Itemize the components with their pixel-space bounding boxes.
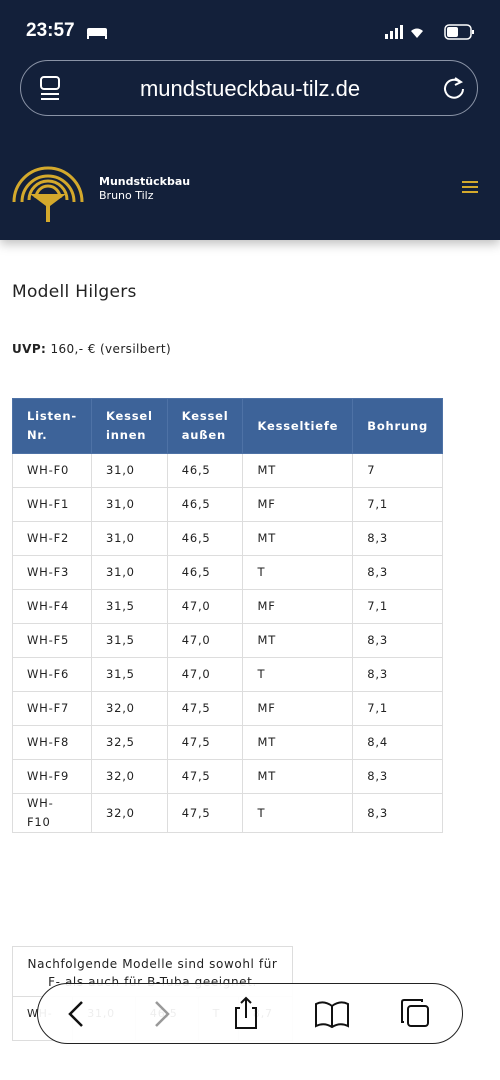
table-cell: 8,3 [352, 555, 444, 590]
table-cell: WH-F8 [12, 725, 92, 760]
table-cell: MT [242, 453, 354, 488]
table-cell: WH-F4 [12, 589, 92, 624]
column-header: Kessel außen [166, 398, 244, 454]
table-header: Listen-Nr. Kessel innen Kessel außen Kessel… [12, 398, 444, 454]
table-cell: 31,5 [90, 623, 168, 658]
model-table: Listen-Nr. Kessel innen Kessel außen Kessel… [12, 398, 444, 833]
table-cell: 32,0 [90, 793, 168, 833]
table-cell: 8,3 [352, 793, 444, 833]
address-bar[interactable] [20, 60, 478, 116]
table-cell: WH-F0 [12, 453, 92, 488]
table-cell: 47,5 [166, 759, 244, 794]
table-row: WH-F3 31,0 46,5 T 8,3 [12, 555, 444, 590]
table-cell: 8,3 [352, 759, 444, 794]
tabs-button[interactable] [401, 999, 429, 1027]
table-cell: 46,5 [166, 521, 244, 556]
table-cell: MT [242, 623, 354, 658]
table-cell: MT [242, 521, 354, 556]
table-cell: 47,5 [166, 691, 244, 726]
table-cell: 32,5 [90, 725, 168, 760]
table-cell: 31,5 [90, 589, 168, 624]
table-cell: 8,3 [352, 623, 444, 658]
url[interactable]: mundstueckbau-tilz.de [139, 76, 361, 101]
table-cell: 46,5 [166, 487, 244, 522]
table-cell: 32,0 [90, 759, 168, 794]
table-cell: T [242, 555, 354, 590]
table-cell: 32,0 [90, 691, 168, 726]
table-cell: 31,5 [90, 657, 168, 692]
status-time: 23:57 [26, 20, 75, 41]
share-button[interactable] [235, 996, 257, 1029]
table-cell: 31,0 [90, 487, 168, 522]
tabs-menu-icon[interactable] [38, 75, 64, 103]
toolbar-icons [68, 996, 429, 1029]
column-header: Listen-Nr. [12, 398, 92, 454]
table-cell: 7,1 [352, 589, 444, 624]
forward-button[interactable] [155, 1001, 170, 1027]
table-cell: 31,0 [90, 521, 168, 556]
table-cell: 8,4 [352, 725, 444, 760]
table-cell: 47,0 [166, 589, 244, 624]
table-cell: MT [242, 725, 354, 760]
table-row: WH-F2 31,0 46,5 MT 8,3 [12, 521, 444, 556]
table-cell: MF [242, 487, 354, 522]
table-cell: 46,5 [166, 453, 244, 488]
table-cell: 7 [352, 453, 444, 488]
table-cell: T [242, 793, 354, 833]
table-row: WH-F6 31,5 47,0 T 8,3 [12, 657, 444, 692]
price-label: UVP: [12, 342, 47, 356]
table-cell: T [242, 657, 354, 692]
bookmarks-button[interactable] [315, 1001, 349, 1029]
table-row: WH-F8 32,5 47,5 MT 8,4 [12, 725, 444, 760]
table-cell: WH-F9 [12, 759, 92, 794]
browser-toolbar [37, 983, 463, 1044]
table-row: WH-F1 31,0 46,5 MF 7,1 [12, 487, 444, 522]
table-cell: WH-F3 [12, 555, 92, 590]
table-cell: 47,0 [166, 657, 244, 692]
table-row: WH-F0 31,0 46,5 MT 7 [12, 453, 444, 488]
back-button[interactable] [68, 1001, 83, 1027]
table-cell: MF [242, 589, 354, 624]
table-cell: WH-F10 [12, 793, 92, 833]
table-row: WH-F10 32,0 47,5 T 8,3 [12, 793, 444, 833]
sleep-icon [87, 28, 107, 39]
table-cell: 8,3 [352, 521, 444, 556]
table-cell: 46,5 [166, 555, 244, 590]
table-cell: 47,5 [166, 793, 244, 833]
table-cell: MF [242, 691, 354, 726]
table-row: WH-F7 32,0 47,5 MF 7,1 [12, 691, 444, 726]
status-icons [385, 24, 474, 40]
table-row: WH-F4 31,5 47,0 MF 7,1 [12, 589, 444, 624]
logo [12, 166, 84, 222]
column-header: Bohrung [352, 398, 444, 454]
page-heading: Modell Hilgers [12, 282, 137, 302]
brand-name: Mundstückbau [99, 175, 191, 188]
table-cell: WH-F5 [12, 623, 92, 658]
table-row: WH-F5 31,5 47,0 MT 8,3 [12, 623, 444, 658]
table-row: WH-F9 32,0 47,5 MT 8,3 [12, 759, 444, 794]
column-header: Kesseltiefe [242, 398, 354, 454]
table-cell: WH-F2 [12, 521, 92, 556]
menu-icon[interactable] [462, 180, 480, 194]
table-cell: WH-F1 [12, 487, 92, 522]
price-text: 160,- € (versilbert) [50, 342, 172, 356]
price: UVP: 160,- € (versilbert) [12, 342, 171, 356]
table-cell: 47,0 [166, 623, 244, 658]
reload-icon[interactable] [440, 74, 468, 102]
table-cell: 31,0 [90, 453, 168, 488]
table-cell: 7,1 [352, 691, 444, 726]
table-cell: 8,3 [352, 657, 444, 692]
table-cell: MT [242, 759, 354, 794]
table-cell: WH-F6 [12, 657, 92, 692]
table-cell: 47,5 [166, 725, 244, 760]
column-header: Kessel innen [90, 398, 168, 454]
table-cell: WH-F7 [12, 691, 92, 726]
brand-subtitle: Bruno Tilz [99, 189, 154, 202]
table-cell: 31,0 [90, 555, 168, 590]
table-cell: 7,1 [352, 487, 444, 522]
